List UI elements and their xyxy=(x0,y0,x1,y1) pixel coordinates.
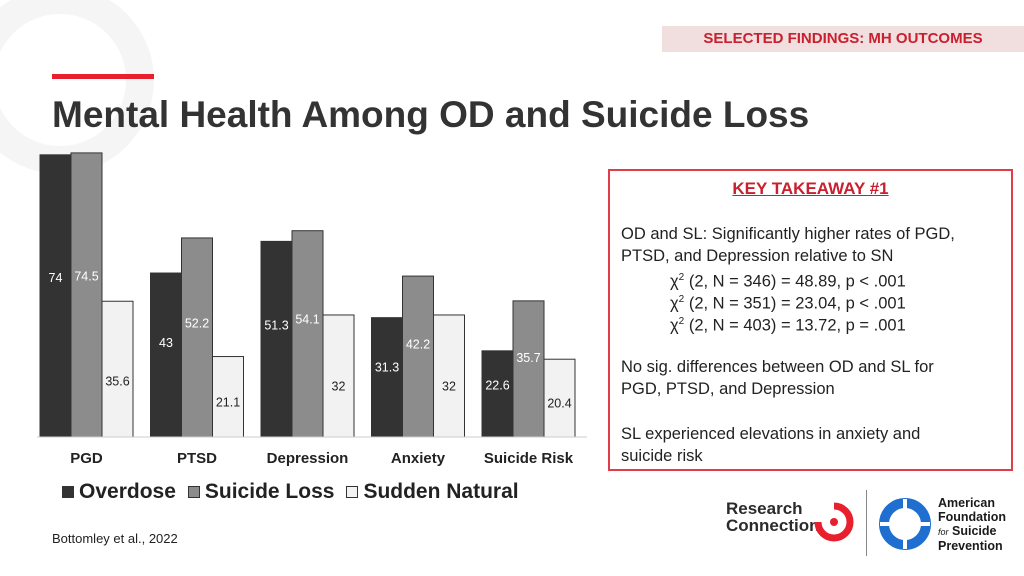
legend-label-sudden-natural: Sudden Natural xyxy=(363,480,519,503)
bar-sudden-natural-anxiety xyxy=(433,314,465,438)
data-label-sudden-natural-suicide-risk: 20.4 xyxy=(547,396,571,410)
research-connection-logo: Research Connection xyxy=(726,499,854,542)
bar-overdose-depression xyxy=(260,240,293,438)
research-connection-line1: Research xyxy=(726,499,803,518)
legend-swatch-overdose xyxy=(62,486,74,498)
category-label-suicide-risk: Suicide Risk xyxy=(484,450,574,467)
takeaway-para1-line1: OD and SL: Significantly higher rates of… xyxy=(621,225,955,243)
category-label-depression: Depression xyxy=(267,450,349,467)
bar-suicide-loss-depression xyxy=(291,230,324,438)
chart-legend: Overdose Suicide Loss Sudden Natural xyxy=(62,480,531,504)
research-connection-icon xyxy=(814,502,854,542)
bar-chart: 74 74.5 35.6 43 52.2 21.1 51.3 54.1 32 31.3 42.2 32… xyxy=(37,152,587,467)
legend-item-overdose: Overdose xyxy=(62,480,176,504)
research-connection-line2: Connection xyxy=(726,516,820,535)
data-label-overdose-anxiety: 31.3 xyxy=(375,360,399,374)
data-label-sudden-natural-ptsd: 21.1 xyxy=(216,395,240,409)
takeaway-para3-line1: SL experienced elevations in anxiety and xyxy=(621,425,921,443)
page-title: Mental Health Among OD and Suicide Loss xyxy=(52,94,810,135)
takeaway-para2-line1: No sig. differences between OD and SL fo… xyxy=(621,358,934,376)
takeaway-para2-line2: PGD, PTSD, and Depression xyxy=(621,380,835,398)
bar-suicide-loss-ptsd xyxy=(181,237,213,438)
chi-square-stat-3: χ2 (2, N = 403) = 13.72, p = .001 xyxy=(670,316,906,335)
data-label-overdose-suicide-risk: 22.6 xyxy=(485,379,509,393)
legend-item-suicide-loss: Suicide Loss xyxy=(187,480,335,504)
category-label-pgd: PGD xyxy=(70,450,103,467)
legend-label-suicide-loss: Suicide Loss xyxy=(204,480,335,503)
title-accent-bar xyxy=(52,74,154,79)
category-label-ptsd: PTSD xyxy=(177,450,217,467)
takeaway-para1-line2: PTSD, and Depression relative to SN xyxy=(621,247,894,265)
chi-square-stat-2: χ2 (2, N = 351) = 23.04, p < .001 xyxy=(670,294,906,313)
key-takeaway-title: KEY TAKEAWAY #1 xyxy=(732,179,889,198)
afsp-logo-text: American Foundation for Suicide Preventi… xyxy=(938,496,1006,553)
bar-overdose-pgd xyxy=(39,154,72,438)
bar-suicide-loss-anxiety xyxy=(402,275,434,438)
bar-suicide-loss-suicide-risk xyxy=(512,300,545,438)
bar-overdose-suicide-risk xyxy=(481,350,514,438)
data-label-sudden-natural-pgd: 35.6 xyxy=(105,374,129,388)
bar-suicide-loss-pgd xyxy=(70,152,103,438)
bar-sudden-natural-depression xyxy=(322,314,355,438)
bar-sudden-natural-pgd xyxy=(101,300,134,438)
data-label-overdose-ptsd: 43 xyxy=(159,336,173,350)
citation: Bottomley et al., 2022 xyxy=(52,531,178,546)
data-label-suicide-loss-anxiety: 42.2 xyxy=(406,337,430,351)
section-tag: SELECTED FINDINGS: MH OUTCOMES xyxy=(662,26,1024,52)
legend-swatch-suicide-loss xyxy=(187,486,200,498)
afsp-line1: American xyxy=(938,496,995,510)
category-label-anxiety: Anxiety xyxy=(391,450,446,467)
data-label-sudden-natural-anxiety: 32 xyxy=(442,380,456,394)
data-label-suicide-loss-ptsd: 52.2 xyxy=(185,317,209,331)
afsp-line3: for Suicide xyxy=(938,524,997,538)
bar-overdose-anxiety xyxy=(371,317,403,438)
bar-sudden-natural-ptsd xyxy=(212,356,244,438)
data-label-suicide-loss-suicide-risk: 35.7 xyxy=(516,351,540,365)
afsp-line2: Foundation xyxy=(938,510,1007,524)
data-label-suicide-loss-pgd: 74.5 xyxy=(74,270,98,284)
legend-swatch-sudden-natural xyxy=(346,486,359,498)
legend-item-sudden-natural: Sudden Natural xyxy=(346,480,519,504)
data-label-overdose-depression: 51.3 xyxy=(264,318,288,332)
bar-overdose-ptsd xyxy=(150,272,182,438)
data-label-sudden-natural-depression: 32 xyxy=(332,380,346,394)
data-label-overdose-pgd: 74 xyxy=(49,271,63,285)
takeaway-para3-line2: suicide risk xyxy=(621,447,703,465)
chi-square-stat-1: χ2 (2, N = 346) = 48.89, p < .001 xyxy=(670,272,906,291)
legend-label-overdose: Overdose xyxy=(79,480,176,503)
data-label-suicide-loss-depression: 54.1 xyxy=(295,313,319,327)
key-takeaway-box: KEY TAKEAWAY #1 OD and SL: Significantly… xyxy=(608,169,1013,471)
logo-divider xyxy=(866,490,867,556)
afsp-line4: Prevention xyxy=(938,539,1003,553)
afsp-lifebuoy-icon xyxy=(879,498,931,550)
